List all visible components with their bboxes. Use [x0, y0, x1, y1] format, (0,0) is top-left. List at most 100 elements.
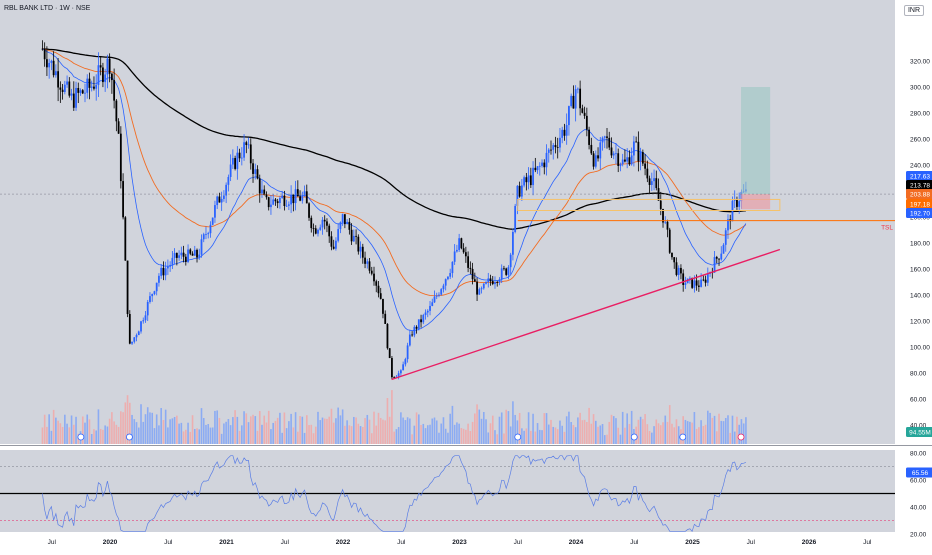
candle-body: [603, 136, 606, 138]
volume-bar: [196, 428, 198, 444]
volume-bar: [541, 430, 543, 444]
candle-body: [72, 93, 75, 108]
candle-body: [727, 219, 729, 231]
candle-body: [86, 78, 89, 93]
candle-body: [43, 48, 46, 60]
candle-body: [240, 157, 243, 159]
candle-body: [617, 153, 620, 166]
volume-bar: [350, 426, 353, 444]
candle-body: [287, 204, 290, 206]
volume-bar: [357, 423, 360, 444]
candle-body: [529, 175, 532, 186]
candle-body: [133, 337, 136, 342]
rsi-tick-label: 20.00: [910, 532, 927, 539]
volume-bar: [317, 411, 319, 444]
volume-bar: [498, 416, 501, 444]
candle-body: [59, 87, 62, 90]
candle-body: [93, 86, 95, 89]
volume-bar: [639, 416, 642, 444]
candle-body: [704, 279, 707, 283]
time-tick-label: Jul: [281, 539, 290, 546]
volume-bar: [724, 418, 727, 444]
candle-body: [545, 152, 548, 168]
volume-bar: [254, 416, 257, 444]
volume-bar: [586, 421, 588, 444]
candle-body: [697, 285, 700, 287]
volume-bar: [346, 420, 348, 444]
candle-body: [113, 80, 116, 101]
candle-body: [572, 95, 575, 109]
candle-body: [238, 152, 241, 159]
candle-body: [305, 191, 308, 204]
volume-bar: [727, 415, 729, 444]
candle-body: [568, 106, 570, 126]
volume-badge-bg: [906, 427, 932, 437]
candle-body: [480, 288, 483, 290]
volume-bar: [70, 415, 73, 444]
volume-bar: [129, 402, 131, 444]
candle-body: [75, 87, 77, 108]
candle-body: [140, 321, 142, 332]
candle-body: [326, 221, 328, 226]
volume-bar: [359, 426, 362, 444]
volume-bar: [621, 411, 624, 444]
rsi-tick-label: 80.00: [910, 451, 927, 458]
volume-bar: [420, 424, 422, 444]
volume-bar: [597, 426, 599, 444]
volume-bar: [494, 430, 496, 444]
candle-body: [543, 162, 546, 168]
candle-body: [263, 189, 266, 195]
time-tick-label: Jul: [397, 539, 406, 546]
volume-bar: [523, 430, 525, 444]
candle-body: [471, 268, 474, 280]
volume-bar: [258, 411, 261, 444]
price-tick-label: 300.00: [910, 85, 930, 92]
candle-body: [229, 164, 232, 177]
volume-bar: [736, 416, 738, 444]
volume-bar: [590, 423, 593, 444]
ema-200-line: [42, 48, 746, 230]
candle-body: [368, 261, 371, 271]
candle-body: [274, 199, 277, 202]
volume-bar: [471, 421, 474, 444]
volume-bar: [93, 429, 95, 444]
candle-body: [294, 189, 297, 204]
volume-bar: [509, 426, 512, 444]
candle-body: [451, 261, 454, 274]
candle-body: [267, 197, 270, 208]
volume-bar: [532, 413, 534, 444]
candle-body: [68, 81, 71, 96]
volume-bar: [75, 416, 77, 444]
candle-body: [90, 86, 93, 88]
volume-bar: [682, 416, 684, 444]
volume-bar: [142, 421, 145, 444]
currency-button[interactable]: INR: [903, 5, 924, 16]
volume-bar: [299, 416, 301, 444]
volume-bar: [108, 418, 111, 444]
candle-body: [491, 281, 494, 285]
candle-body: [523, 177, 526, 186]
volume-bar: [418, 414, 420, 444]
candle-body: [662, 208, 664, 223]
volume-bar: [117, 426, 120, 444]
dividend-marker-icon: [630, 433, 638, 441]
price-tick-label: 240.00: [910, 163, 930, 170]
candle-body: [550, 149, 552, 151]
price-tick-label: 180.00: [910, 241, 930, 248]
volume-bar: [135, 422, 138, 444]
volume-bar: [648, 431, 651, 444]
volume-bar: [505, 409, 507, 444]
candle-body: [393, 377, 396, 378]
volume-bar: [527, 412, 530, 444]
volume-bar: [458, 423, 460, 444]
volume-bar: [444, 428, 447, 444]
volume-bar: [400, 412, 402, 444]
candle-body: [175, 252, 178, 258]
volume-bar: [178, 423, 180, 444]
candle-body: [624, 159, 626, 162]
candle-body: [469, 267, 472, 269]
volume-bar: [355, 417, 357, 444]
volume-bar: [241, 425, 243, 444]
volume-bar: [279, 412, 281, 444]
rsi-pane: [0, 450, 895, 532]
